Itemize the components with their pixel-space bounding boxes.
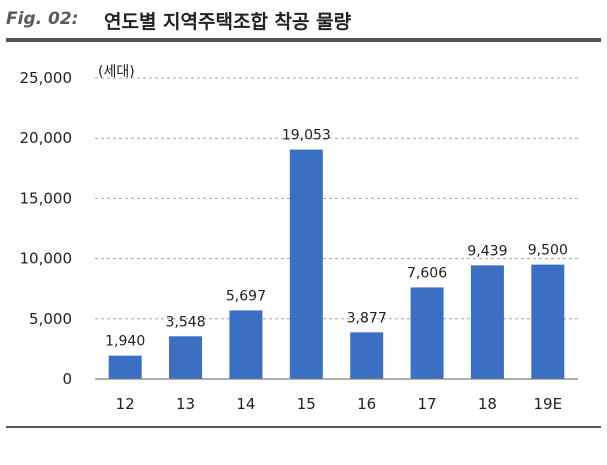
y-tick-label: 5,000: [29, 310, 72, 328]
x-axis-ticks: 12 13 14 15 16 17 18 19E: [116, 395, 562, 413]
y-tick-label: 10,000: [20, 250, 73, 268]
bar-15: [289, 149, 323, 379]
figure-title: 연도별 지역주택조합 착공 물량: [104, 11, 352, 33]
data-label: 7,606: [407, 265, 447, 281]
bottom-rule: [6, 426, 601, 428]
gridlines: [95, 77, 578, 320]
data-label: 1,940: [105, 334, 145, 350]
bar-16: [350, 332, 384, 379]
y-tick-label: 15,000: [20, 189, 73, 207]
header-rule: [6, 38, 601, 42]
bar-chart: 0 5,000 10,000 15,000 20,000 25,000 1,940 3,54…: [20, 64, 578, 413]
y-tick-label: 0: [62, 370, 72, 388]
bar-19E: [531, 264, 565, 379]
data-labels: 1,940 3,548 5,697 19,053 3,877 7,606 9,439 9,50…: [105, 128, 568, 350]
bar-18: [470, 265, 504, 379]
figure-label: Fig. 02:: [6, 9, 79, 29]
y-tick-label: 25,000: [20, 69, 73, 87]
x-tick-label: 16: [357, 395, 376, 413]
y-axis-ticks: 0 5,000 10,000 15,000 20,000 25,000: [20, 69, 73, 388]
unit-label: (세대): [98, 64, 135, 80]
data-label: 9,500: [528, 243, 568, 259]
bar-14: [229, 310, 263, 379]
bars: [108, 149, 565, 379]
bar-12: [108, 355, 142, 379]
figure-header: Fig. 02: 연도별 지역주택조합 착공 물량: [0, 0, 607, 44]
x-tick-label: 14: [236, 395, 255, 413]
data-label: 19,053: [282, 128, 331, 144]
data-label: 3,548: [166, 314, 206, 330]
data-label: 5,697: [226, 288, 266, 304]
data-label: 9,439: [467, 243, 507, 259]
x-tick-label: 19E: [534, 395, 563, 413]
x-tick-label: 17: [418, 395, 437, 413]
x-tick-label: 15: [297, 395, 316, 413]
bar-13: [169, 336, 203, 379]
x-tick-label: 12: [116, 395, 135, 413]
bar-17: [410, 287, 444, 379]
data-label: 3,877: [347, 310, 387, 326]
x-tick-label: 13: [176, 395, 195, 413]
y-tick-label: 20,000: [20, 129, 73, 147]
x-tick-label: 18: [478, 395, 497, 413]
